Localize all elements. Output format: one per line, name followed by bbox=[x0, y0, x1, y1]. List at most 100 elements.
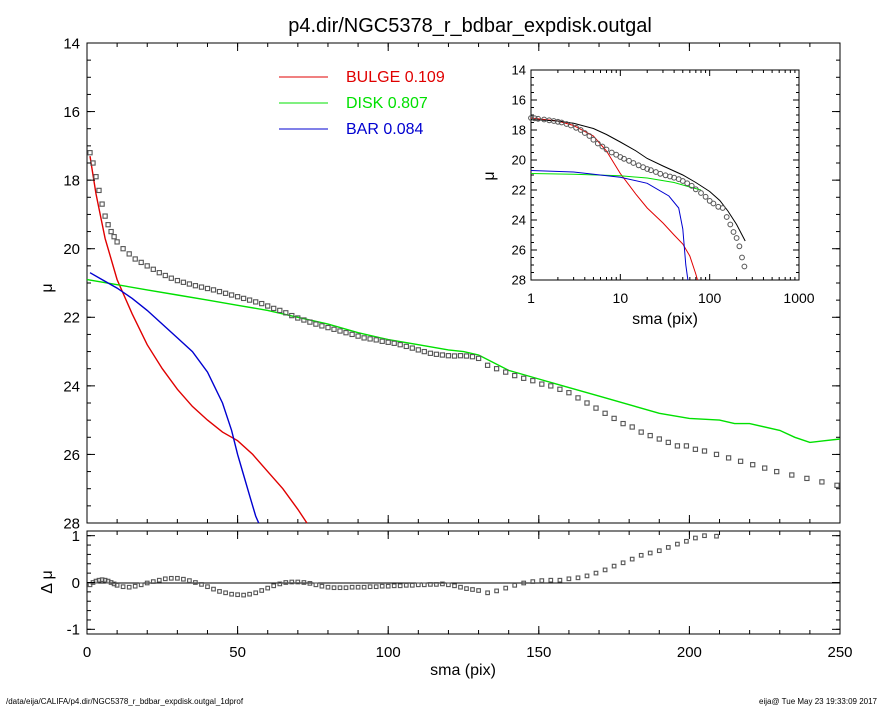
data-point bbox=[774, 468, 780, 475]
inset-data-point bbox=[550, 118, 557, 124]
residual-point bbox=[259, 588, 265, 593]
data-point bbox=[204, 285, 211, 292]
residual-point bbox=[187, 578, 192, 583]
data-point bbox=[548, 383, 554, 389]
data-point bbox=[331, 326, 337, 332]
residual-point bbox=[434, 582, 439, 587]
residual-point bbox=[337, 585, 343, 591]
data-point bbox=[439, 352, 446, 358]
data-point bbox=[692, 446, 699, 452]
residual-point bbox=[247, 591, 252, 597]
residual-point bbox=[241, 592, 246, 598]
legend-label-bar: BAR 0.084 bbox=[346, 121, 423, 138]
inset-data-point bbox=[723, 214, 730, 220]
residual-point bbox=[99, 577, 105, 583]
data-point bbox=[638, 429, 644, 435]
data-point bbox=[469, 354, 476, 360]
data-point bbox=[216, 288, 223, 295]
data-point bbox=[192, 283, 199, 289]
residual-point bbox=[283, 580, 289, 585]
data-point bbox=[367, 336, 373, 342]
residual-ylabel: Δ μ bbox=[39, 570, 56, 593]
data-point bbox=[186, 281, 193, 287]
data-point bbox=[222, 290, 229, 296]
inset-x-tick-label: 10 bbox=[613, 290, 629, 306]
x-tick-label: 0 bbox=[83, 644, 91, 661]
residual-point bbox=[132, 583, 138, 589]
residual-point bbox=[289, 579, 295, 585]
data-point bbox=[397, 342, 403, 348]
residual-point bbox=[530, 579, 536, 584]
residual-point bbox=[602, 567, 608, 573]
data-point bbox=[530, 378, 536, 384]
data-point bbox=[96, 187, 102, 194]
residual-point bbox=[253, 590, 259, 596]
data-point bbox=[301, 317, 307, 323]
residual-point bbox=[557, 577, 563, 583]
residual-point bbox=[211, 586, 216, 592]
inset-x-tick-label: 100 bbox=[698, 290, 722, 306]
data-point bbox=[283, 310, 289, 316]
residual-point bbox=[301, 580, 307, 585]
data-point bbox=[427, 350, 434, 356]
residual-point bbox=[675, 541, 680, 547]
residual-point bbox=[470, 587, 475, 592]
inset-panel: 14 16 18 20 22 24 26 281 10 100 1000 sma (pix) μ bbox=[481, 63, 815, 328]
residual-point bbox=[361, 584, 367, 590]
residual-point bbox=[162, 576, 168, 582]
inset-ylabel: μ bbox=[481, 171, 498, 180]
y-tick-label: 24 bbox=[63, 378, 80, 395]
residual-point bbox=[313, 582, 319, 588]
residual-point bbox=[485, 590, 490, 596]
data-point bbox=[611, 415, 617, 422]
y-tick-label: 22 bbox=[63, 310, 80, 327]
residual-point bbox=[440, 581, 445, 587]
data-point bbox=[789, 472, 795, 478]
data-point bbox=[355, 333, 361, 339]
residual-point bbox=[223, 590, 228, 596]
inset-data-point bbox=[558, 119, 565, 126]
y-tick-label: 14 bbox=[63, 35, 80, 52]
data-point bbox=[463, 353, 470, 359]
residual-point bbox=[385, 583, 391, 589]
y-tick-label: 0 bbox=[72, 575, 80, 592]
residual-point bbox=[349, 584, 355, 590]
inset-data-point bbox=[594, 140, 601, 147]
residual-point bbox=[175, 575, 180, 581]
inset-data-point bbox=[684, 180, 691, 187]
inset-data-point bbox=[528, 115, 534, 121]
main-xlabel: sma (pix) bbox=[430, 662, 496, 679]
y-tick-label: 18 bbox=[63, 173, 80, 190]
data-point bbox=[762, 465, 768, 471]
residual-point bbox=[120, 584, 126, 590]
inset-data-point bbox=[599, 143, 606, 150]
data-point bbox=[385, 339, 391, 345]
y-tick-label: 1 bbox=[72, 528, 80, 545]
residual-point bbox=[325, 584, 331, 590]
y-tick-label: 28 bbox=[63, 515, 80, 532]
x-tick-label: 150 bbox=[526, 644, 551, 661]
data-point bbox=[111, 234, 117, 240]
data-point bbox=[265, 303, 271, 309]
data-point bbox=[162, 272, 168, 279]
footer-timestamp: eija@ Tue May 23 19:33:09 2017 bbox=[759, 697, 877, 706]
residual-point bbox=[150, 579, 156, 584]
data-point bbox=[343, 330, 349, 336]
residual-point bbox=[593, 570, 599, 576]
data-point bbox=[713, 451, 720, 458]
data-point bbox=[620, 420, 626, 427]
residual-point bbox=[428, 582, 433, 587]
main-ylabel: μ bbox=[39, 283, 56, 292]
residual-point bbox=[512, 582, 518, 588]
residual-point bbox=[403, 582, 409, 588]
residual-point bbox=[295, 579, 301, 585]
data-point bbox=[391, 340, 397, 346]
data-point bbox=[120, 246, 126, 252]
data-point bbox=[102, 213, 108, 219]
residual-point bbox=[702, 533, 707, 539]
data-point bbox=[313, 321, 319, 327]
data-point bbox=[737, 458, 744, 464]
residual-point bbox=[503, 585, 509, 591]
inset-data-point bbox=[692, 186, 699, 193]
